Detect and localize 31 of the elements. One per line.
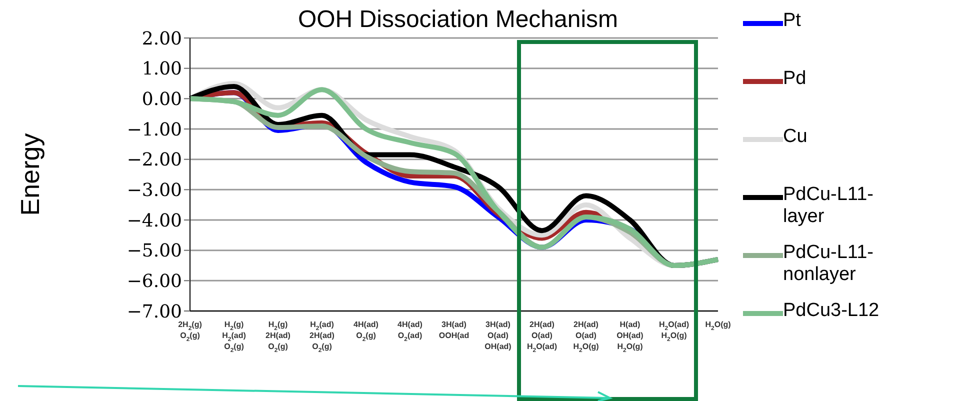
legend-label: PdCu-L11-layer <box>783 184 874 228</box>
legend-label: PdCu-L11-nonlayer <box>783 242 874 286</box>
x-tick-label: H$_{2}$O(ad) H$_{2}$O(g) <box>658 320 690 343</box>
x-tick-label: H(ad) OH(ad) H$_{2}$O(g) <box>616 320 644 354</box>
y-tick-label: 0.00 <box>142 89 182 110</box>
x-tick-label: 4H(ad) O$_{2}$(ad) <box>398 320 423 343</box>
y-tick-label: −5.00 <box>126 240 182 262</box>
x-tick-label: H$_{2}$(g) 2H(ad) O$_{2}$(g) <box>266 320 291 354</box>
x-tick-label: 3H(ad) OOH(ad <box>438 320 470 340</box>
y-tick-label: −7.00 <box>126 301 182 322</box>
y-tick-label: −2.00 <box>126 150 182 171</box>
y-tick-label: −4.00 <box>126 210 182 232</box>
x-tick-label: 3H(ad) O(ad) OH(ad) <box>484 320 512 351</box>
y-tick-label: −3.00 <box>126 180 182 202</box>
category-label: H$_{2}$(g) H$_{2}$(ad) O$_{2}$(g) <box>222 320 246 354</box>
x-tick-label: 4H(ad) O$_{2}$(g) <box>354 320 379 343</box>
y-tick-label: −1.00 <box>126 119 182 140</box>
y-tick-label: −6.00 <box>126 271 182 292</box>
x-tick-label: 2H(ad) O(ad) H$_{2}$O(ad) <box>526 320 558 354</box>
legend-label: Pd <box>783 68 808 90</box>
y-axis-title: Energy <box>15 133 46 216</box>
x-tick-label: 2H$_{2}$(g) O$_{2}$(g) <box>178 320 202 343</box>
legend-label: Cu <box>783 126 808 148</box>
x-tick-label: H$_{2}$O(g) <box>705 320 732 332</box>
legend-label: PdCu3-L12 <box>783 300 880 322</box>
y-tick-label: 1.00 <box>142 58 182 80</box>
legend-label: Pt <box>783 10 802 32</box>
x-tick-label: H$_{2}$(ad) 2H(ad) O$_{2}$(g) <box>310 320 335 354</box>
chart-title: OOH Dissociation Mechanism <box>296 6 620 34</box>
x-tick-label: 2H(ad) O(ad) H$_{2}$O(g) <box>573 320 600 354</box>
y-tick-label: 2.00 <box>142 28 182 50</box>
